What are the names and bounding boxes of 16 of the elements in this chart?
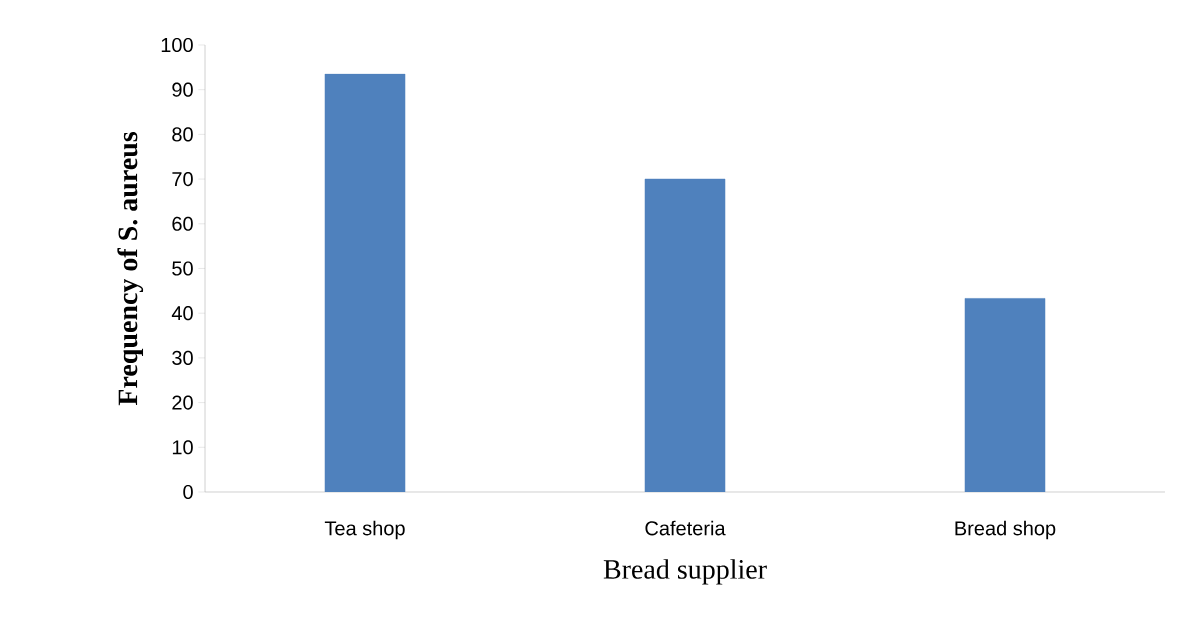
y-tick-label: 80 [172, 127, 193, 142]
y-tick-label: 70 [172, 172, 193, 187]
y-tick-label: 100 [161, 37, 193, 53]
x-tick-label: Bread shop [955, 520, 1056, 540]
y-tick-label: 30 [172, 350, 193, 365]
x-tick-label: Cafeteria [645, 520, 726, 536]
y-tick-label: 10 [172, 440, 193, 455]
x-axis-title: Bread supplier [603, 559, 767, 585]
y-tick-label: 20 [172, 395, 193, 410]
y-tick-label: 40 [171, 306, 193, 321]
y-tick-label: 50 [172, 261, 193, 276]
x-tick-label: Tea shop [324, 520, 405, 540]
y-tick-label: 90 [172, 82, 193, 97]
y-tick-label: 0 [183, 484, 193, 500]
y-tick-label: 60 [172, 216, 193, 231]
y-axis-title: Frequency of S. aureus [117, 132, 144, 406]
